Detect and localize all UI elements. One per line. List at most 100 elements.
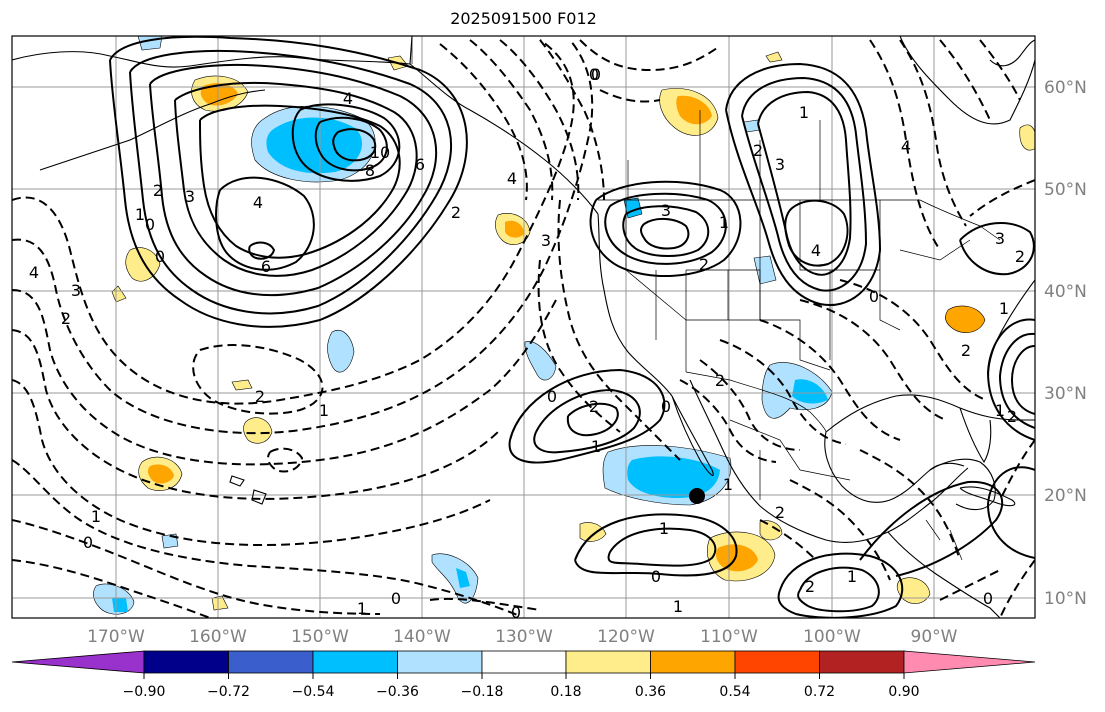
contour-neg-35 xyxy=(939,569,1001,601)
shading-dark-orange-pacific-mid xyxy=(505,220,524,238)
lon-label-100w: 100°W xyxy=(803,627,861,647)
contour-pos-gulf-alaska-inner-2 xyxy=(314,116,388,172)
colorbar-tick-label: −0.18 xyxy=(461,684,504,700)
colorbar-tick-labels: −0.90 −0.72 −0.54 −0.36 −0.18 0.18 0.36 … xyxy=(123,684,920,700)
shading-cyan-baja xyxy=(627,456,720,498)
contour-neg-28 xyxy=(979,39,1021,101)
contour-neg-23 xyxy=(799,299,947,421)
contour-label: 1 xyxy=(719,213,729,232)
contour-neg-7 xyxy=(12,519,381,615)
contour-neg-14 xyxy=(539,39,605,201)
colorbar-tick-label: −0.90 xyxy=(123,684,166,700)
contour-label: 3 xyxy=(995,229,1005,248)
contour-neg-12 xyxy=(469,39,554,201)
contour-pos-alaska-4 xyxy=(174,81,418,277)
contour-label: 4 xyxy=(507,169,517,188)
colorbar-swatch-9 xyxy=(819,650,905,674)
contour-label: 0 xyxy=(145,215,155,234)
contour-pos-east-3 xyxy=(1010,345,1035,415)
contour-label: 1 xyxy=(591,437,601,456)
contour-label: 2 xyxy=(805,577,815,596)
shading-yellow-caribbean xyxy=(896,577,931,604)
coast-gulf-mexico xyxy=(825,394,1035,433)
coast-hawaii-1 xyxy=(229,475,245,487)
contour-neg-3 xyxy=(12,289,557,466)
contour-neg-10 xyxy=(267,447,304,473)
contour-label: 2 xyxy=(589,397,599,416)
map-title: 2025091500 F012 xyxy=(450,9,597,28)
lon-label-150w: 150°W xyxy=(291,627,349,647)
location-marker-dot[interactable] xyxy=(689,488,705,504)
colorbar-swatch-6 xyxy=(565,650,651,674)
contour-label: 0 xyxy=(983,589,993,608)
contour-neg-18 xyxy=(599,89,661,103)
shading-dark-orange-alaska xyxy=(200,83,238,106)
shading-yellow-pacific-2 xyxy=(243,417,273,444)
contour-neg-2 xyxy=(12,39,594,435)
contour-label: 6 xyxy=(261,257,271,276)
contour-pos-canada-2 xyxy=(741,76,868,292)
contour-label: 1 xyxy=(799,103,809,122)
contour-pos-alaska-7 xyxy=(248,241,276,260)
colorbar-tick-label: −0.54 xyxy=(292,684,335,700)
contour-neg-27 xyxy=(939,39,991,121)
colorbar-tick-label: −0.72 xyxy=(207,684,250,700)
contour-pos-alaska-5 xyxy=(199,104,401,259)
contour-pos-west-us-3 xyxy=(622,205,710,257)
colorbar-swatch-3 xyxy=(312,650,398,674)
contour-label: 2 xyxy=(775,503,785,522)
lat-label-20n: 20°N xyxy=(1044,486,1087,506)
contour-pos-caribbean-2 xyxy=(797,566,880,613)
colorbar-tick-label: −0.36 xyxy=(376,684,419,700)
border-central-america xyxy=(925,519,963,561)
map-gridlines xyxy=(12,36,1035,618)
colorbar-tick-label: 0.36 xyxy=(635,684,666,700)
contour-neg-34 xyxy=(999,559,1035,618)
shading-yellow-small-7 xyxy=(759,520,783,541)
contour-label: 0 xyxy=(651,567,661,586)
contour-label: 0 xyxy=(589,65,599,84)
contour-neg-8 xyxy=(12,559,211,618)
shading-cyan-texas xyxy=(792,379,828,404)
colorbar-tick-label: 0.72 xyxy=(804,684,835,700)
contour-label: 3 xyxy=(185,187,195,206)
contour-label: 0 xyxy=(661,397,671,416)
colorbar-swatch-7 xyxy=(650,650,736,674)
contour-neg-19 xyxy=(679,379,777,463)
shading-orange-great-lakes xyxy=(945,305,986,333)
colorbar-swatch-8 xyxy=(734,650,820,674)
contour-pos-gulf-alaska-inner xyxy=(291,103,401,182)
contour-neg-16 xyxy=(537,259,621,433)
coast-baja xyxy=(671,395,714,476)
shading-blue-pacific-3 xyxy=(327,330,355,373)
contour-pos-alaska-2 xyxy=(129,49,453,315)
contour-label: 1 xyxy=(659,519,669,538)
lon-label-110w: 110°W xyxy=(700,627,758,647)
colorbar xyxy=(11,650,1036,674)
shading-cyan-pacific-1 xyxy=(456,568,470,588)
coast-gulf-california xyxy=(689,379,969,543)
lat-label-40n: 40°N xyxy=(1044,282,1087,302)
shading-cyan-pacific-2 xyxy=(112,598,128,612)
colorbar-swatch-1 xyxy=(143,650,229,674)
shading-blue-pacific-4 xyxy=(524,341,557,381)
lon-label-90w: 90°W xyxy=(911,627,958,647)
contour-neg-9 xyxy=(192,344,324,415)
contour-label: 1 xyxy=(91,507,101,526)
contour-neg-5 xyxy=(12,379,491,547)
coast-aleutians xyxy=(39,89,266,171)
contour-pos-east-4 xyxy=(986,466,1035,559)
border-us-canada xyxy=(598,199,1001,241)
lon-label-160w: 160°W xyxy=(189,627,247,647)
coast-alaska xyxy=(12,36,413,68)
contour-pos-mexico-south xyxy=(574,513,738,577)
coast-cuba xyxy=(959,486,1016,507)
latitude-labels: 60°N 50°N 40°N 30°N 20°N 10°N xyxy=(1044,78,1087,609)
shading-dark-orange-hawaii-north xyxy=(147,464,174,484)
longitude-labels: 170°W 160°W 150°W 140°W 130°W 120°W 110°… xyxy=(87,627,958,647)
shading-dark-orange-canada xyxy=(676,95,712,125)
contour-neg-26 xyxy=(899,39,967,227)
contour-pos-east-2 xyxy=(998,332,1035,429)
lat-label-60n: 60°N xyxy=(1044,78,1087,98)
contour-pos-west-us-4 xyxy=(640,218,690,250)
